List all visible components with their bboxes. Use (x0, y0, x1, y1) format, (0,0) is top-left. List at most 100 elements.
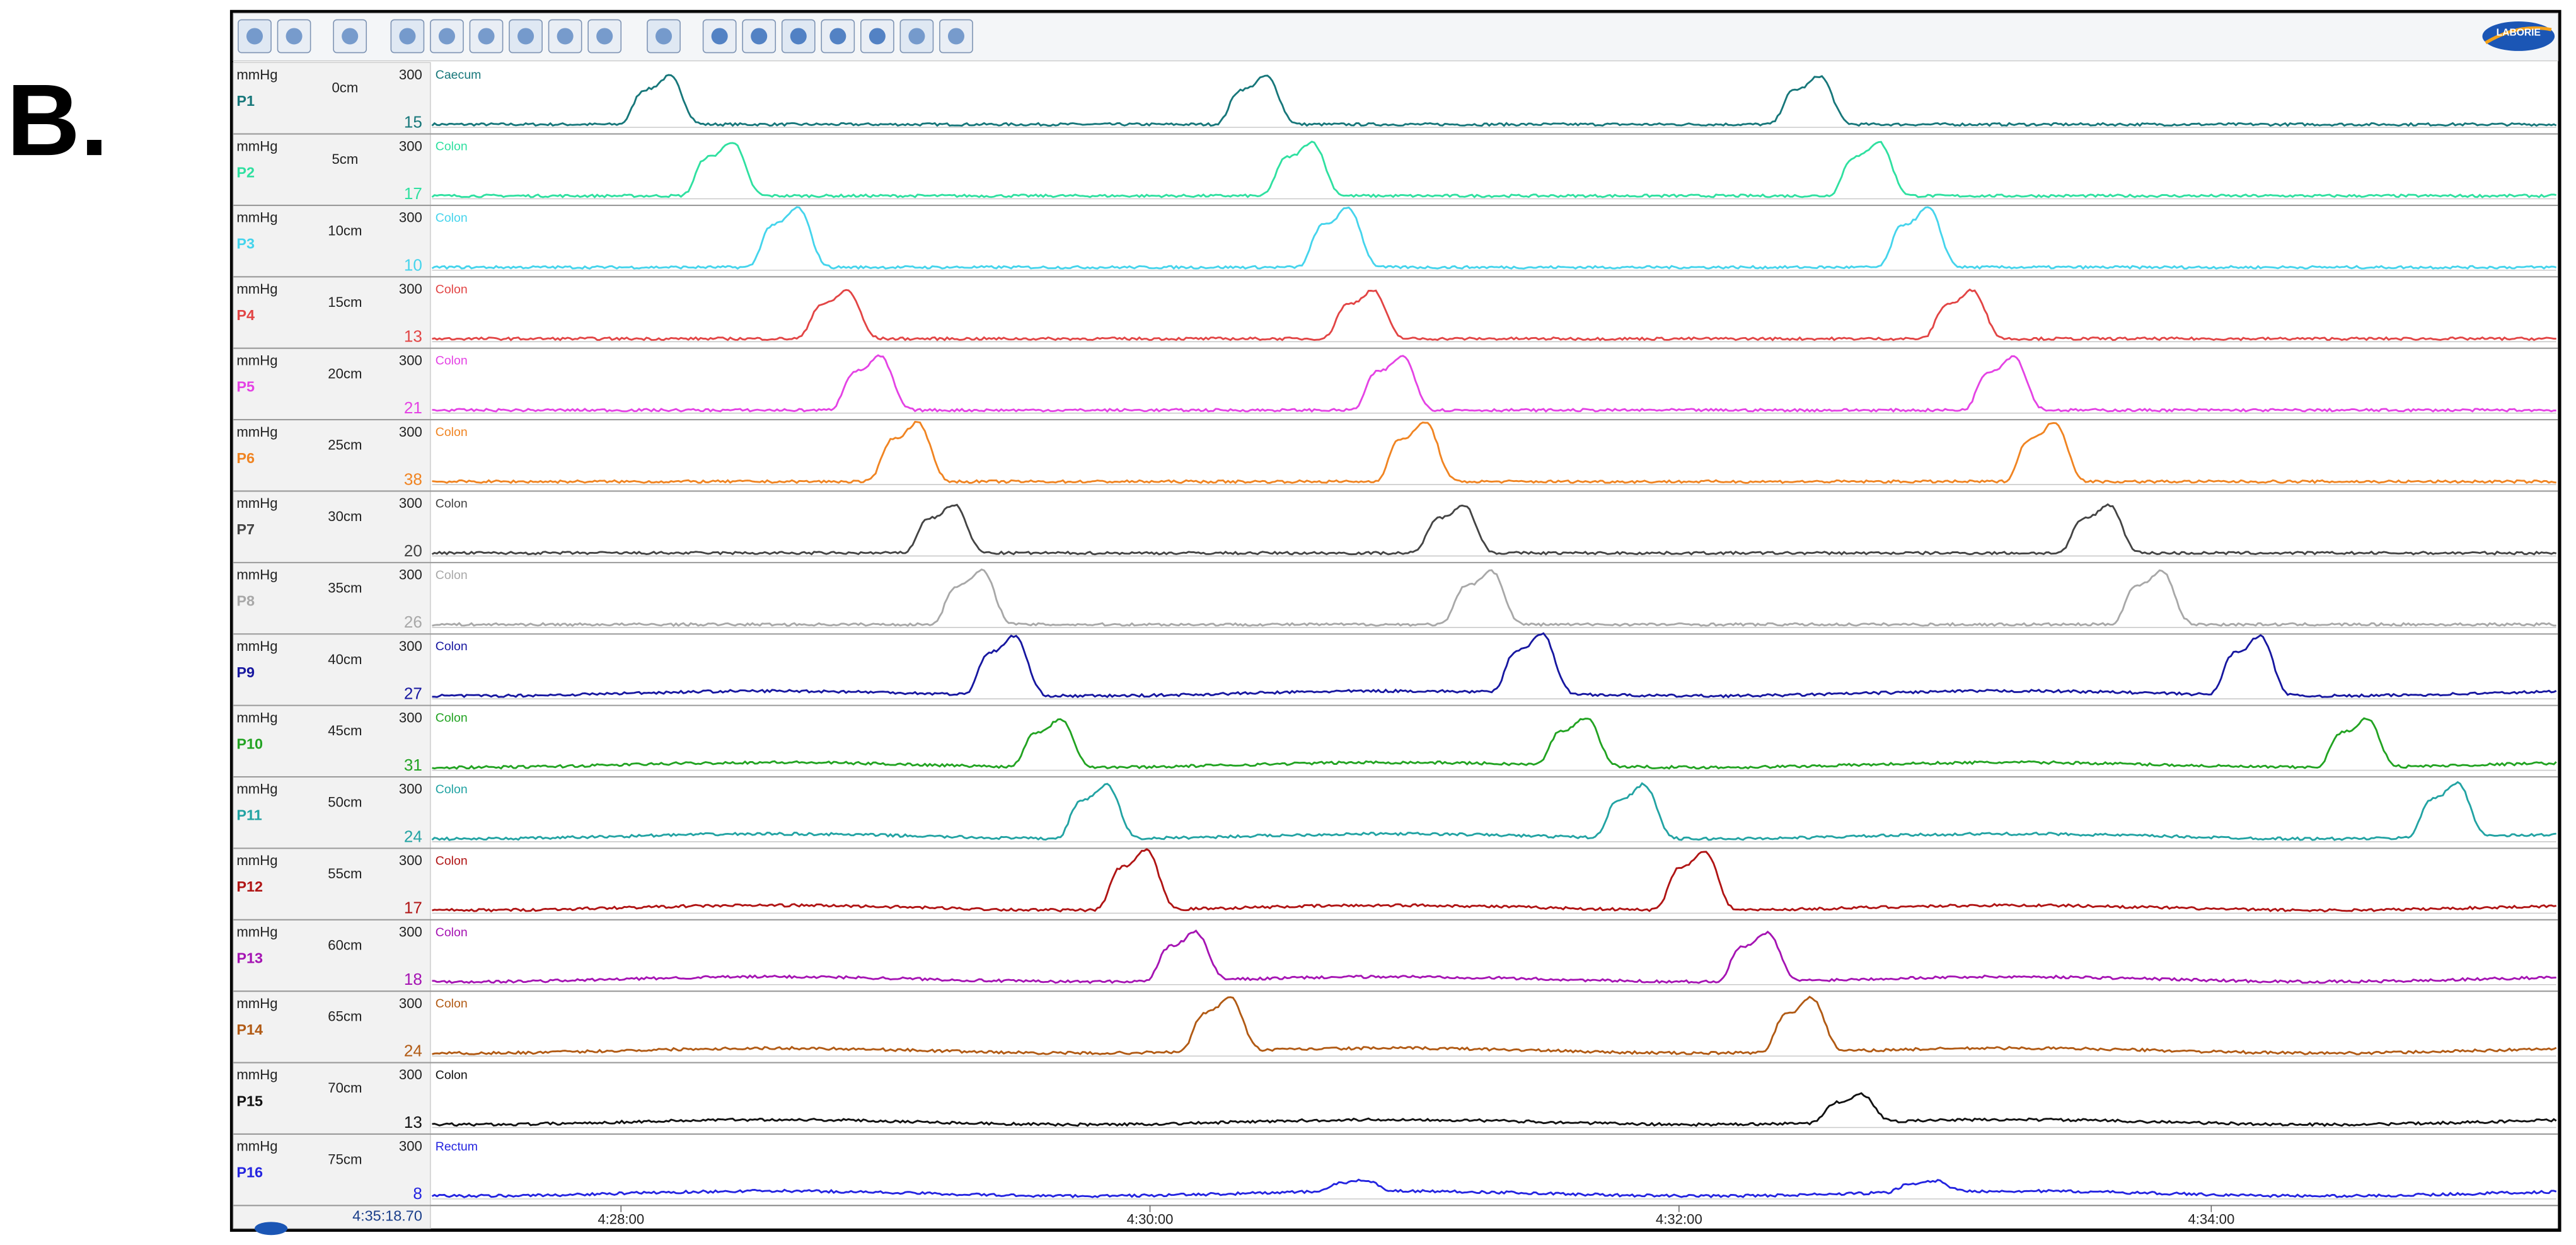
pressure-trace (431, 1178, 2557, 1199)
scale-max: 300 (399, 210, 422, 226)
unit-label: mmHg (236, 638, 277, 654)
toolbar-glyph (711, 28, 728, 45)
unit-label: mmHg (236, 709, 277, 725)
position-label: 25cm (328, 437, 362, 453)
pressure-trace (431, 141, 2556, 198)
unit-label: mmHg (236, 1139, 277, 1154)
pressure-trace (432, 848, 2556, 913)
scale-max: 300 (399, 1139, 422, 1154)
position-label: 75cm (328, 1151, 362, 1167)
unit-label: mmHg (236, 567, 277, 583)
region-label: Colon (436, 854, 468, 868)
current-value: 24 (404, 827, 422, 846)
scale-max: 300 (399, 352, 422, 368)
position-label: 30cm (328, 508, 362, 524)
current-value: 18 (404, 970, 422, 989)
current-value: 15 (404, 113, 422, 132)
unit-label: mmHg (236, 852, 277, 868)
toolbar-glyph (399, 28, 416, 45)
toolbar-glyph (829, 28, 846, 45)
scale-max: 300 (399, 638, 422, 654)
region-label: Colon (436, 354, 468, 368)
unit-label: mmHg (236, 781, 277, 797)
toolbar-glyph (908, 28, 925, 45)
scale-max: 300 (399, 138, 422, 154)
channel-name: P8 (236, 593, 255, 609)
current-value: 13 (404, 327, 422, 346)
region-label: Colon (436, 425, 468, 439)
region-label: Colon (436, 211, 468, 225)
current-value: 27 (404, 684, 422, 703)
channel-name: P11 (236, 807, 262, 823)
toolbar-glyph (751, 28, 768, 45)
current-value: 20 (404, 541, 422, 560)
logo-swoosh (2485, 26, 2552, 45)
logo-text: LABORIE (2497, 27, 2541, 38)
position-label: 0cm (332, 80, 358, 96)
current-value: 10 (404, 255, 422, 274)
region-label: Colon (436, 711, 468, 725)
channel-name: P6 (236, 450, 255, 466)
toolbar-glyph (246, 28, 263, 45)
channel-name: P16 (236, 1164, 263, 1181)
toolbar-glyph (869, 28, 886, 45)
pressure-trace (431, 503, 2557, 556)
channel-panel (233, 62, 431, 1229)
position-label: 20cm (328, 365, 362, 381)
channel-name: P7 (236, 521, 255, 537)
position-label: 15cm (328, 294, 362, 310)
position-label: 60cm (328, 937, 362, 953)
toolbar-glyph (438, 28, 456, 45)
region-label: Colon (436, 783, 468, 796)
toolbar-glyph (517, 28, 534, 45)
scale-max: 300 (399, 424, 422, 440)
region-label: Colon (436, 997, 468, 1011)
region-label: Colon (436, 926, 468, 939)
region-label: Colon (436, 496, 468, 510)
position-label: 55cm (328, 866, 362, 881)
pressure-trace (432, 288, 2556, 341)
pressure-trace (432, 568, 2556, 628)
time-tick-label: 4:34:00 (2188, 1212, 2234, 1227)
position-label: 45cm (328, 723, 362, 738)
panel-label: B. (6, 64, 108, 177)
scale-max: 300 (399, 995, 422, 1011)
scale-max: 300 (399, 924, 422, 939)
scale-max: 300 (399, 852, 422, 868)
region-label: Colon (436, 140, 468, 154)
time-tick-label: 4:32:00 (1656, 1212, 1702, 1227)
pressure-trace (432, 420, 2556, 485)
position-label: 40cm (328, 651, 362, 667)
unit-label: mmHg (236, 281, 277, 297)
scale-max: 300 (399, 67, 422, 83)
channel-name: P3 (236, 236, 255, 252)
toolbar-glyph (286, 28, 303, 45)
time-tick-label: 4:28:00 (598, 1212, 644, 1227)
scale-max: 300 (399, 781, 422, 797)
timestamp: 4:35:18.70 (352, 1208, 422, 1224)
region-label: Colon (436, 568, 468, 582)
current-value: 26 (404, 612, 422, 631)
current-value: 17 (404, 184, 422, 203)
unit-label: mmHg (236, 995, 277, 1011)
channel-name: P2 (236, 164, 255, 180)
toolbar-glyph (557, 28, 574, 45)
region-label: Colon (436, 1069, 468, 1082)
position-label: 35cm (328, 580, 362, 595)
channel-name: P1 (236, 93, 255, 109)
scale-max: 300 (399, 495, 422, 511)
region-label: Rectum (436, 1140, 478, 1154)
channel-name: P10 (236, 735, 263, 752)
channel-name: P13 (236, 950, 263, 967)
unit-label: mmHg (236, 924, 277, 939)
scale-max: 300 (399, 1067, 422, 1082)
current-value: 38 (404, 469, 422, 488)
toolbar-glyph (947, 28, 965, 45)
current-value: 24 (404, 1041, 422, 1060)
scale-max: 300 (399, 709, 422, 725)
unit-label: mmHg (236, 424, 277, 440)
region-label: Colon (436, 640, 468, 653)
position-label: 70cm (328, 1080, 362, 1096)
